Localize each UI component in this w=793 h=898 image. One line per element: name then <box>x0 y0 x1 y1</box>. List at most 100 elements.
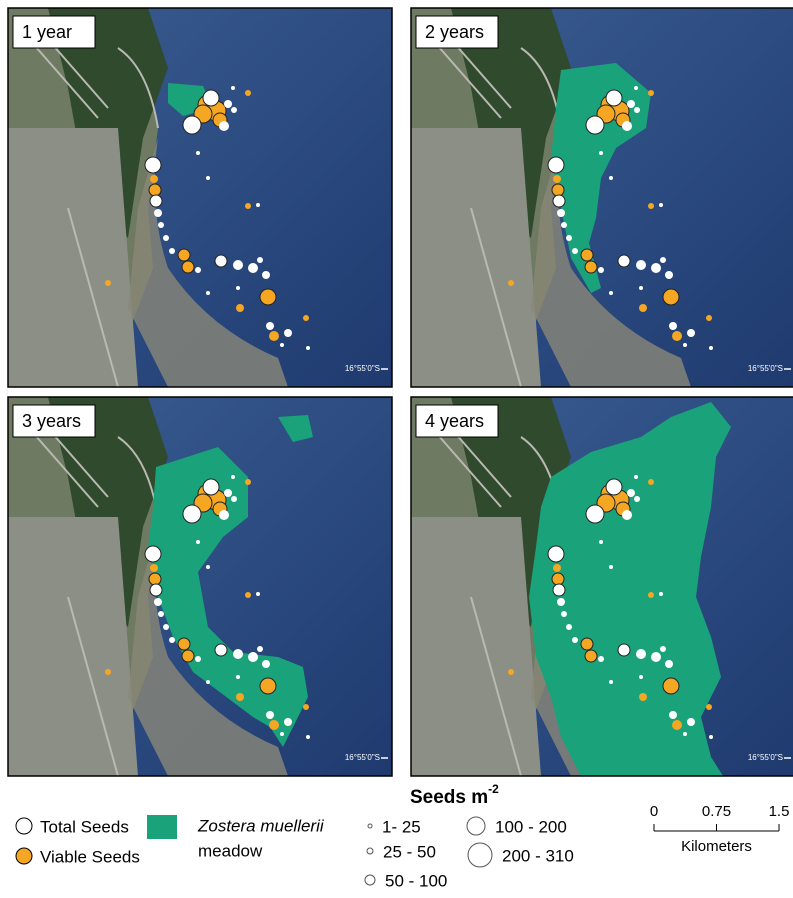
total-seeds <box>609 680 613 684</box>
total-seeds <box>622 510 632 520</box>
total-seeds <box>266 711 274 719</box>
viable-seeds <box>303 704 309 710</box>
total-seeds <box>284 718 292 726</box>
total-seeds <box>634 496 640 502</box>
size-symbol <box>368 824 372 828</box>
total-seeds <box>195 267 201 273</box>
total-seeds <box>195 656 201 662</box>
total-seeds <box>236 675 240 679</box>
total-seeds <box>618 255 630 267</box>
viable-seeds <box>639 304 647 312</box>
total-seeds <box>634 475 638 479</box>
total-seeds <box>669 322 677 330</box>
total-seeds <box>687 718 695 726</box>
size-symbol <box>367 848 373 854</box>
total-seeds <box>627 100 635 108</box>
total-seeds <box>224 489 232 497</box>
total-seeds <box>203 479 219 495</box>
total-seeds <box>553 195 565 207</box>
total-seeds <box>599 151 603 155</box>
total-seeds <box>636 649 646 659</box>
total-seeds <box>163 624 169 630</box>
viable-seeds <box>245 479 251 485</box>
size-symbol <box>468 843 492 867</box>
total-seeds <box>651 652 661 662</box>
map-area <box>411 8 793 387</box>
scale-label: 0 <box>650 803 658 820</box>
total-seeds <box>280 343 284 347</box>
viable-seeds <box>648 90 654 96</box>
total-seeds <box>219 121 229 131</box>
size-symbol <box>467 817 485 835</box>
size-symbol <box>365 875 375 885</box>
scale-unit: Kilometers <box>681 838 752 855</box>
total-seeds <box>257 257 263 263</box>
viable-seeds <box>245 203 251 209</box>
viable-seeds <box>236 304 244 312</box>
viable-seeds <box>178 638 190 650</box>
total-seeds <box>150 195 162 207</box>
viable-seeds <box>260 289 276 305</box>
legend-meadow: Zostera muellerii <box>197 816 325 835</box>
viable-seeds <box>149 573 161 585</box>
legend-meadow-symbol <box>147 815 177 839</box>
total-seeds <box>572 248 578 254</box>
size-class: 200 - 310 <box>502 846 574 865</box>
total-seeds <box>548 546 564 562</box>
total-seeds <box>233 260 243 270</box>
total-seeds <box>256 592 260 596</box>
figure: Total Seeds Viable Seeds Zostera mueller… <box>0 0 793 893</box>
total-seeds <box>606 90 622 106</box>
viable-seeds <box>105 280 111 286</box>
total-seeds <box>206 291 210 295</box>
viable-seeds <box>260 678 276 694</box>
viable-seeds <box>150 564 158 572</box>
total-seeds <box>557 209 565 217</box>
total-seeds <box>557 598 565 606</box>
viable-seeds <box>245 90 251 96</box>
viable-seeds <box>553 175 561 183</box>
map-area <box>411 397 793 776</box>
total-seeds <box>158 611 164 617</box>
total-seeds <box>586 116 604 134</box>
total-seeds <box>248 652 258 662</box>
panel-label: 3 years <box>22 411 81 431</box>
total-seeds <box>598 267 604 273</box>
total-seeds <box>659 592 663 596</box>
total-seeds <box>145 157 161 173</box>
total-seeds <box>215 255 227 267</box>
viable-seeds <box>552 573 564 585</box>
map-area <box>8 397 392 776</box>
panel-label: 1 year <box>22 22 72 42</box>
legend-viable-symbol <box>16 848 32 864</box>
land <box>8 128 138 387</box>
total-seeds <box>266 322 274 330</box>
viable-seeds <box>150 175 158 183</box>
total-seeds <box>219 510 229 520</box>
total-seeds <box>609 176 613 180</box>
panel-label: 4 years <box>425 411 484 431</box>
total-seeds <box>284 329 292 337</box>
total-seeds <box>561 222 567 228</box>
total-seeds <box>206 565 210 569</box>
scale-label: 0.75 <box>702 803 731 820</box>
total-seeds <box>660 257 666 263</box>
viable-seeds <box>182 650 194 662</box>
coordinate-label: 16°55'0"S <box>748 753 783 762</box>
viable-seeds <box>182 261 194 273</box>
viable-seeds <box>663 678 679 694</box>
legend-meadow: meadow <box>198 841 263 860</box>
total-seeds <box>306 735 310 739</box>
viable-seeds <box>245 592 251 598</box>
viable-seeds <box>648 592 654 598</box>
total-seeds <box>183 505 201 523</box>
size-class: 50 - 100 <box>385 871 447 890</box>
total-seeds <box>169 637 175 643</box>
total-seeds <box>231 475 235 479</box>
total-seeds <box>231 107 237 113</box>
total-seeds <box>687 329 695 337</box>
legend-viable: Viable Seeds <box>40 847 140 866</box>
land <box>411 517 541 776</box>
viable-seeds <box>269 331 279 341</box>
total-seeds <box>248 263 258 273</box>
